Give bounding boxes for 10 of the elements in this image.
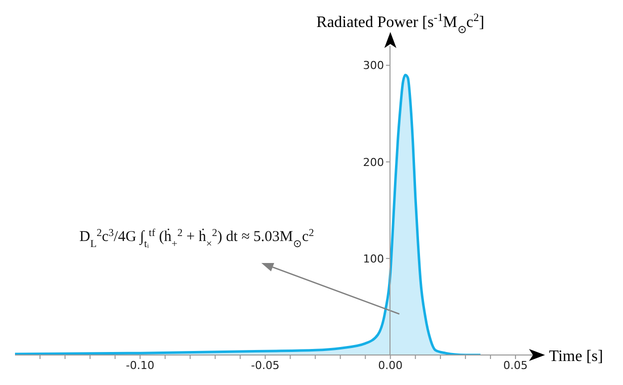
- text: D$_{L}$$^{2}$c$^{3}$/4G ∫$_{tᵢ}$$^{tf}$ (ḣ$_{+}$$^{2}$ + ḣ$_{×}$$^{2}$) dt ≈ 5.03M$_{⊙}$c$^{2}$: [79, 228, 314, 250]
- y-axis-title: Radiated Power [s$^{-1}$M$_{⊙}$c$^{2}$]: [316, 12, 484, 36]
- y-tick-label: 200: [363, 156, 384, 169]
- x-axis-title: Time [s]: [549, 348, 604, 365]
- y-tick-label: 100: [363, 252, 384, 266]
- x-tick-label: -0.10: [126, 358, 154, 372]
- x-tick-label: -0.05: [251, 358, 280, 372]
- y-tick-label: 300: [363, 59, 384, 72]
- x-tick-label: 0.00: [378, 358, 403, 372]
- x-tick-label: 0.05: [503, 358, 528, 372]
